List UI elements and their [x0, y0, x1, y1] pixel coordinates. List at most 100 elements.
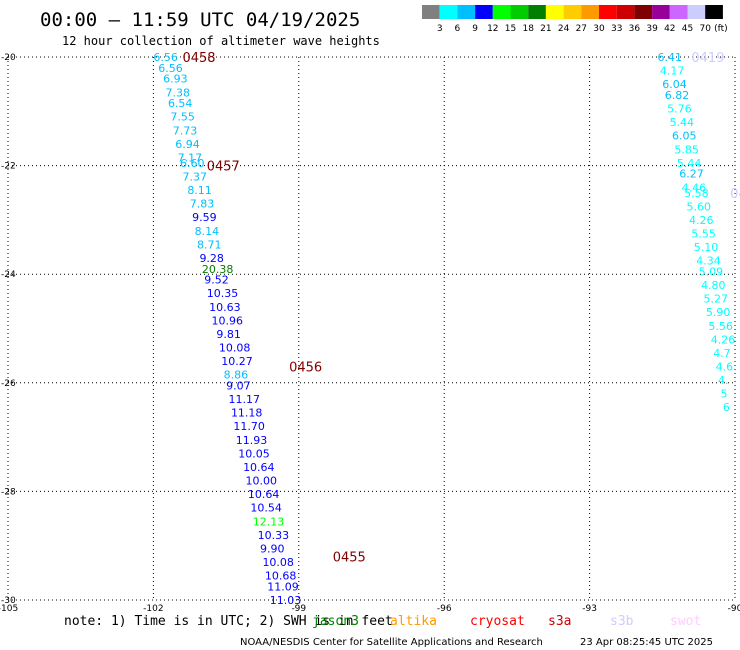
wave-height-point: 5.44 — [677, 157, 702, 170]
wave-height-point: 9.28 — [199, 252, 224, 265]
wave-height-point: 11.93 — [236, 434, 268, 447]
color-swatch — [563, 5, 582, 19]
color-tick-label: 3 — [437, 24, 443, 34]
wave-height-point: 7.73 — [173, 124, 198, 137]
wave-height-point: 6 — [723, 401, 730, 414]
plot-labels: 0458 0457 0456 0455 0419 04 — [182, 51, 740, 566]
wave-height-point: 6.93 — [163, 73, 188, 86]
color-swatch — [669, 5, 688, 19]
color-unit-label: (ft) — [714, 24, 728, 34]
wave-height-point: 5.10 — [694, 241, 719, 254]
wave-height-point: 10.68 — [265, 570, 297, 583]
wave-height-point: 7.37 — [182, 170, 207, 183]
wave-height-point: 4.80 — [701, 279, 726, 292]
wave-height-point: 5.90 — [706, 306, 731, 319]
wave-height-point: 7.55 — [170, 111, 195, 124]
wave-height-point: 11.18 — [231, 407, 262, 420]
satellite-legend-item: s3a — [548, 614, 571, 629]
wave-height-point: 5.44 — [670, 116, 695, 129]
wave-height-point: 8.11 — [187, 184, 212, 197]
wave-height-point: 10.35 — [207, 287, 239, 300]
track-time-label: 0457 — [207, 160, 240, 175]
wave-height-point: 7.83 — [190, 198, 215, 211]
color-tick-label: 33 — [611, 24, 622, 34]
wave-height-point: 4.17 — [660, 65, 685, 78]
wave-height-point: 20.38 — [202, 263, 234, 276]
wave-height-point: 7.17 — [178, 151, 203, 164]
satellite-legend: jason3 altika cryosat s3a s3b swot — [312, 614, 701, 629]
wave-height-point: 6.05 — [672, 130, 697, 143]
x-tick-label: -105 — [0, 604, 18, 614]
wave-height-point: 6.56 — [158, 62, 183, 75]
x-tick-label: -93 — [582, 604, 597, 614]
wave-height-point: 5.09 — [699, 265, 724, 278]
wave-height-point: 5.60 — [687, 200, 712, 213]
track-time-label: 0458 — [182, 51, 215, 66]
y-tick-label: -20 — [1, 53, 16, 63]
color-tick-label: 18 — [522, 24, 534, 34]
wave-height-point: 8.14 — [195, 225, 220, 238]
wave-height-point: 10.96 — [212, 314, 244, 327]
color-swatch — [705, 5, 723, 19]
wave-height-point: 4. — [718, 374, 729, 387]
wave-height-point: 6.54 — [168, 97, 193, 110]
wave-height-point: 5.76 — [667, 103, 692, 116]
wave-height-point: 4.46 — [682, 181, 707, 194]
wave-height-point: 4.34 — [696, 255, 721, 268]
y-tick-label: -22 — [1, 162, 16, 172]
color-swatch — [616, 5, 635, 19]
wave-height-point: 10.64 — [248, 488, 280, 501]
wave-height-point: 4.6 — [716, 361, 734, 374]
wave-height-point: 10.05 — [238, 447, 270, 460]
x-tick-label: -90 — [728, 604, 740, 614]
chart-title: 00:00 – 11:59 UTC 04/19/2025 — [40, 9, 360, 31]
x-tick-label: -102 — [143, 604, 163, 614]
color-swatch — [457, 5, 476, 19]
color-swatch — [422, 5, 440, 19]
wave-height-point: 10.08 — [262, 556, 294, 569]
color-tick-label: 12 — [487, 24, 498, 34]
color-tick-label: 9 — [472, 24, 478, 34]
wave-height-point: 6.82 — [665, 89, 690, 102]
wave-height-point: 5.56 — [708, 320, 733, 333]
color-swatch — [545, 5, 564, 19]
color-tick-label: 15 — [505, 24, 516, 34]
wave-height-point: 10.27 — [221, 355, 253, 368]
color-swatch — [492, 5, 511, 19]
color-swatch — [652, 5, 670, 19]
footer-note: note: 1) Time is in UTC; 2) SWH is in fe… — [64, 614, 393, 629]
color-swatch — [475, 5, 493, 19]
footer-credit: NOAA/NESDIS Center for Satellite Applica… — [240, 637, 543, 648]
color-swatch — [581, 5, 599, 19]
footer-timestamp: 23 Apr 08:25:45 UTC 2025 — [580, 637, 713, 648]
wave-height-point: 9.90 — [260, 542, 285, 555]
wave-height-point: 10.63 — [209, 301, 241, 314]
wave-height-point: 6.56 — [153, 51, 178, 64]
wave-height-point: 10.00 — [245, 475, 277, 488]
color-swatch — [528, 5, 546, 19]
wave-height-point: 12.13 — [253, 515, 284, 528]
color-tick-label: 70 — [699, 24, 711, 34]
wave-height-point: 4.26 — [711, 333, 736, 346]
track-time-label: 0456 — [289, 361, 322, 376]
color-scale-legend: 3 6 9 12 15 18 21 24 27 30 33 36 39 42 45 70 (ft) — [422, 5, 728, 34]
wave-height-point: 7.38 — [166, 86, 191, 99]
color-swatch — [599, 5, 617, 19]
wave-height-point: 5.27 — [703, 293, 728, 306]
plot-points: 6.566.566.937.386.547.557.736.947.176.60… — [153, 51, 735, 607]
color-tick-label: 45 — [682, 24, 693, 34]
color-tick-label: 30 — [593, 24, 605, 34]
wave-height-point: 8.86 — [224, 369, 249, 382]
satellite-legend-item: s3b — [610, 614, 634, 629]
wave-height-point: 11.17 — [229, 393, 260, 406]
satellite-legend-item: altika — [390, 614, 437, 629]
track-time-label: 04 — [730, 187, 740, 202]
wave-height-point: 10.64 — [243, 461, 275, 474]
y-tick-label: -30 — [1, 596, 16, 606]
x-tick-label: -99 — [291, 604, 306, 614]
wave-height-point: 6.94 — [175, 138, 200, 151]
wave-height-point: 9.59 — [192, 211, 217, 224]
y-tick-label: -28 — [1, 487, 16, 497]
color-tick-label: 24 — [558, 24, 570, 34]
